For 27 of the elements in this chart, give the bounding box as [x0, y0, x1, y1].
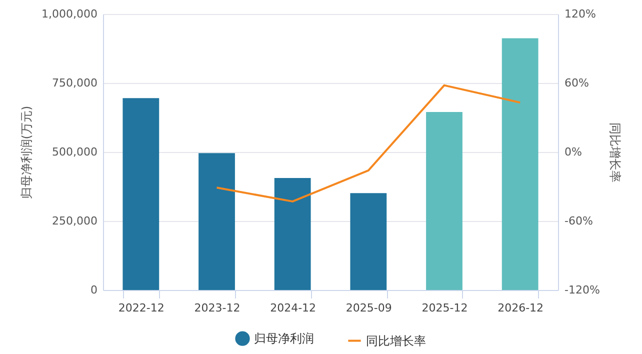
y2-tick-label: -120%	[564, 284, 600, 296]
x-tick-label: 2025-09	[346, 302, 392, 314]
line-series	[216, 84, 522, 202]
x-tick-label: 2023-12	[194, 302, 240, 314]
x-tick-label: 2025-12	[422, 302, 468, 314]
x-tick-label: 2024-12	[270, 302, 316, 314]
legend-label: 同比增长率	[366, 334, 426, 348]
y-tick-label: 750,000	[52, 76, 98, 90]
y2-tick-label: 120%	[564, 8, 596, 20]
bar	[122, 98, 160, 290]
legend-label: 归母净利润	[254, 332, 314, 346]
x-tick-label: 2022-12	[118, 302, 164, 314]
bar	[502, 38, 538, 290]
y2-tick-label: -60%	[564, 214, 593, 228]
y-tick-label: 250,000	[52, 214, 98, 228]
x-tick-label: 2026-12	[498, 302, 544, 314]
bar	[426, 112, 462, 290]
y2-tick-label: 60%	[564, 76, 589, 90]
y-axis-title: 归母净利润(万元)	[20, 106, 34, 200]
y2-tick-label: 0%	[564, 146, 582, 158]
bar	[274, 178, 311, 290]
y2-axis-title: 同比增长率	[608, 122, 622, 182]
y-tick-label: 1,000,000	[42, 8, 98, 20]
y-tick-label: 0	[90, 284, 98, 296]
y-tick-label: 500,000	[52, 146, 98, 158]
bar	[350, 193, 387, 290]
bar	[198, 153, 235, 290]
